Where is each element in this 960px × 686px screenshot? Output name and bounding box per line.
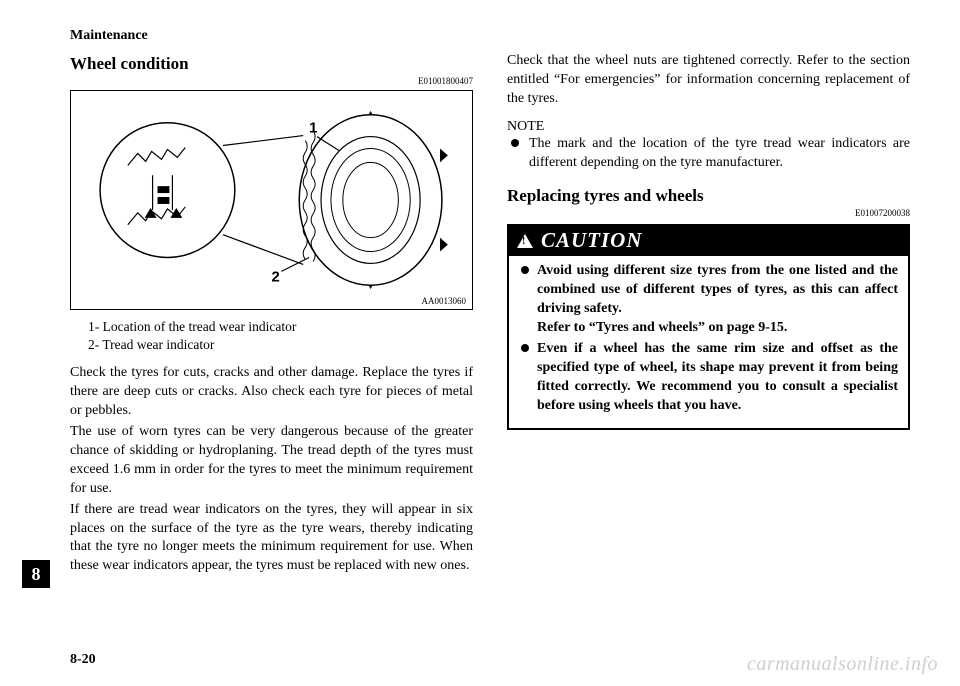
note-item: The mark and the location of the tyre tr… (507, 135, 910, 173)
watermark: carmanualsonline.info (747, 653, 938, 676)
chapter-tab: 8 (22, 560, 50, 588)
note-label: NOTE (507, 119, 910, 135)
section-title-wheel-condition: Wheel condition (70, 54, 473, 74)
warning-triangle-icon (517, 234, 533, 248)
tire-diagram-svg: 1 2 (71, 91, 472, 309)
right-column: Check that the wheel nuts are tightened … (507, 52, 910, 578)
caution-word: CAUTION (541, 228, 643, 253)
caution-text-1b: Refer to “Tyres and wheels” on page 9-15… (537, 320, 787, 335)
figure-legend: 1- Location of the tread wear indicator … (88, 318, 473, 354)
page-number: 8-20 (70, 652, 96, 668)
right-para-1: Check that the wheel nuts are tightened … (507, 52, 910, 109)
caution-text-1a: Avoid using different size tyres from th… (537, 263, 898, 316)
figure-caption: AA0013060 (422, 296, 467, 306)
doc-code-left: E01001800407 (70, 76, 473, 86)
figure-tread-wear: 1 2 AA0013060 (70, 90, 473, 310)
left-column: Wheel condition E01001800407 (70, 52, 473, 578)
left-para-1: Check the tyres for cuts, cracks and oth… (70, 364, 473, 421)
two-column-layout: Wheel condition E01001800407 (70, 52, 910, 578)
figure-label-2: 2 (272, 269, 280, 285)
figure-label-1: 1 (309, 121, 317, 137)
bullet-icon (521, 344, 529, 352)
caution-body: Avoid using different size tyres from th… (509, 256, 908, 427)
caution-box: CAUTION Avoid using different size tyres… (507, 224, 910, 429)
left-body-text: Check the tyres for cuts, cracks and oth… (70, 364, 473, 576)
left-para-2: The use of worn tyres can be very danger… (70, 423, 473, 499)
bullet-icon (521, 266, 529, 274)
note-text: The mark and the location of the tyre tr… (529, 136, 910, 170)
legend-item-1: 1- Location of the tread wear indicator (88, 318, 473, 336)
section-title-replacing: Replacing tyres and wheels (507, 186, 910, 206)
running-head: Maintenance (70, 28, 910, 44)
manual-page: Maintenance Wheel condition E01001800407 (0, 0, 960, 686)
legend-item-2: 2- Tread wear indicator (88, 336, 473, 354)
caution-item-1: Avoid using different size tyres from th… (519, 262, 898, 338)
caution-heading: CAUTION (509, 226, 908, 256)
bullet-icon (511, 139, 519, 147)
doc-code-right: E01007200038 (507, 208, 910, 218)
caution-item-2: Even if a wheel has the same rim size an… (519, 340, 898, 416)
right-intro-text: Check that the wheel nuts are tightened … (507, 52, 910, 109)
left-para-3: If there are tread wear indicators on th… (70, 501, 473, 577)
caution-text-2: Even if a wheel has the same rim size an… (537, 341, 898, 413)
